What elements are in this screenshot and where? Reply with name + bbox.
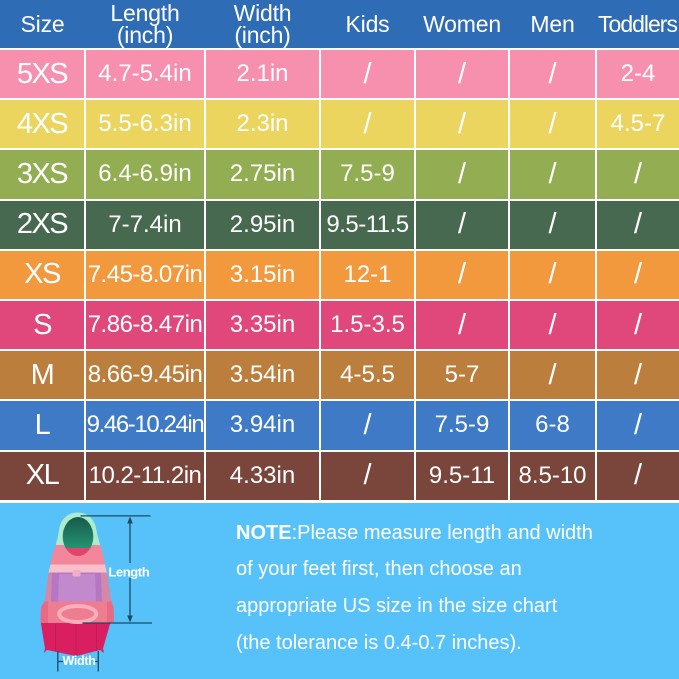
svg-text:Width: Width: [62, 654, 95, 668]
svg-text:Length: Length: [108, 565, 149, 580]
